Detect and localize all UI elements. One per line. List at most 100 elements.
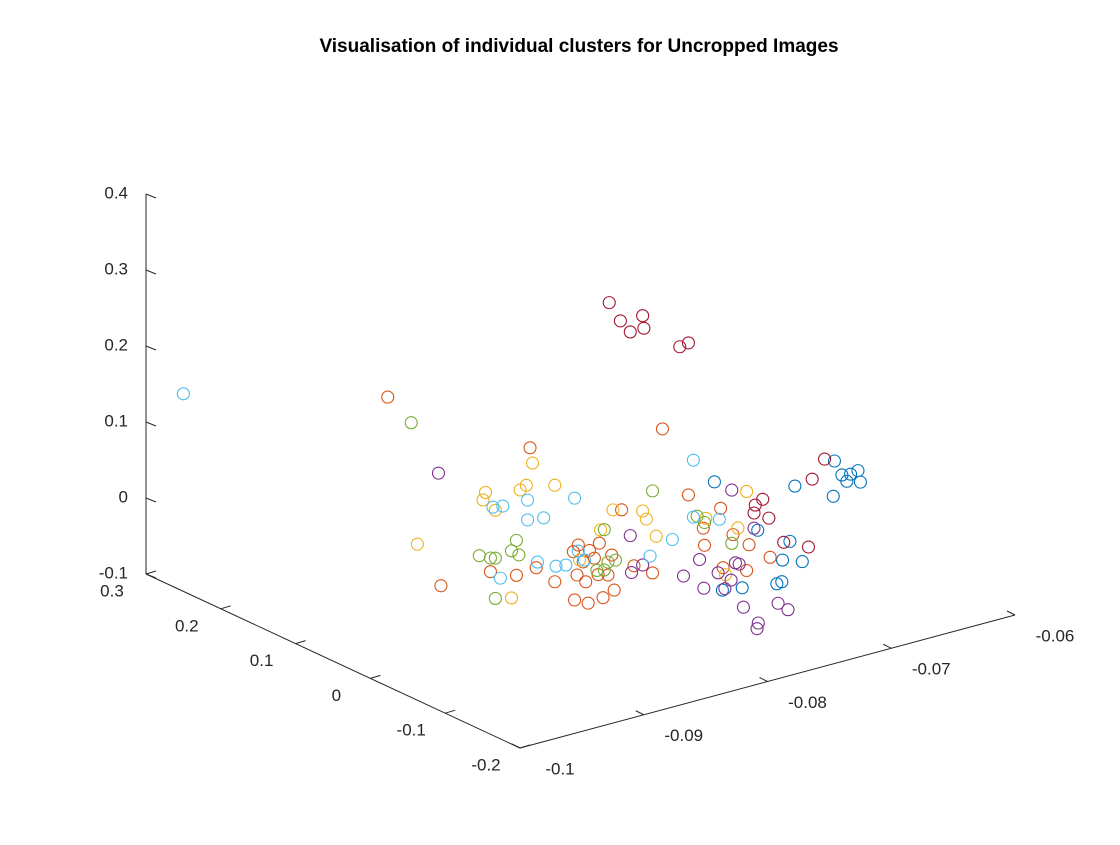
- point: [602, 296, 616, 310]
- point: [762, 511, 776, 525]
- point: [493, 571, 507, 585]
- point: [636, 309, 650, 323]
- point: [711, 566, 725, 580]
- point: [655, 422, 670, 436]
- point: [697, 581, 711, 595]
- point: [718, 582, 732, 596]
- point: [636, 558, 650, 572]
- point: [756, 492, 770, 506]
- point: [827, 454, 842, 468]
- point: [513, 483, 527, 497]
- point: [795, 555, 809, 569]
- point: [568, 491, 582, 505]
- z-tick: [145, 421, 157, 427]
- point: [607, 583, 621, 597]
- y-tick: [145, 570, 157, 575]
- point: [775, 575, 789, 589]
- point: [176, 387, 190, 401]
- point: [777, 535, 791, 549]
- point: [488, 551, 502, 565]
- point: [801, 540, 816, 554]
- point: [410, 537, 424, 551]
- y-tick-label: 0.2: [175, 616, 199, 635]
- point: [697, 538, 712, 552]
- point: [504, 544, 519, 558]
- y-tick: [445, 709, 456, 714]
- point: [521, 493, 535, 507]
- y-tick-label: -0.1: [397, 721, 426, 740]
- point: [716, 561, 730, 575]
- point: [549, 559, 563, 573]
- point: [601, 555, 615, 569]
- point: [740, 484, 754, 498]
- z-tick: [145, 345, 157, 351]
- point: [521, 513, 535, 527]
- y-tick-label: 0.1: [250, 651, 274, 670]
- point: [735, 581, 749, 595]
- z-tick-label: -0.1: [99, 563, 128, 582]
- y-axis: [145, 573, 521, 749]
- point: [747, 506, 761, 520]
- y-tick: [370, 674, 381, 679]
- point: [431, 466, 446, 480]
- chart-title: Visualisation of individual clusters for…: [319, 36, 838, 57]
- point: [509, 533, 523, 547]
- point: [512, 548, 526, 562]
- x-tick-label: -0.1: [545, 759, 574, 778]
- point: [483, 551, 497, 565]
- point: [645, 484, 660, 498]
- x-tick: [883, 643, 892, 649]
- point: [594, 523, 608, 537]
- z-tick-label: 0: [119, 487, 128, 506]
- point: [751, 523, 765, 537]
- point: [665, 532, 679, 547]
- point: [597, 563, 611, 577]
- point: [805, 472, 819, 486]
- point: [597, 523, 611, 537]
- x-tick-label: -0.07: [912, 660, 951, 679]
- point: [636, 504, 650, 518]
- point: [576, 555, 590, 569]
- point: [496, 499, 510, 513]
- z-tick: [145, 193, 157, 199]
- point: [488, 503, 502, 517]
- x-tick: [1006, 610, 1016, 616]
- point: [525, 456, 540, 470]
- x-tick: [511, 743, 521, 749]
- x-tick: [759, 677, 768, 682]
- point: [627, 559, 641, 573]
- point: [742, 538, 756, 552]
- point: [592, 536, 606, 550]
- point: [840, 474, 854, 488]
- point: [483, 565, 497, 579]
- point: [673, 340, 687, 354]
- point: [530, 555, 545, 569]
- z-tick-label: 0.2: [104, 335, 128, 354]
- point: [537, 511, 551, 525]
- point: [639, 512, 653, 526]
- point: [623, 529, 637, 543]
- point: [726, 528, 740, 542]
- point: [623, 325, 637, 339]
- point: [608, 553, 622, 567]
- x-tick: [635, 710, 644, 716]
- point: [381, 390, 395, 404]
- point: [696, 521, 710, 535]
- y-tick-label: 0.3: [100, 581, 124, 600]
- point: [590, 563, 604, 577]
- point: [548, 575, 562, 589]
- point: [783, 534, 797, 548]
- point: [714, 501, 728, 515]
- x-tick-label: -0.09: [664, 726, 703, 745]
- point: [643, 549, 657, 563]
- point: [732, 557, 746, 571]
- point: [724, 573, 738, 587]
- point: [681, 488, 695, 502]
- point: [712, 512, 726, 526]
- point: [649, 529, 663, 543]
- point: [476, 493, 490, 507]
- y-tick: [220, 605, 231, 610]
- point: [826, 489, 840, 503]
- point: [568, 593, 582, 607]
